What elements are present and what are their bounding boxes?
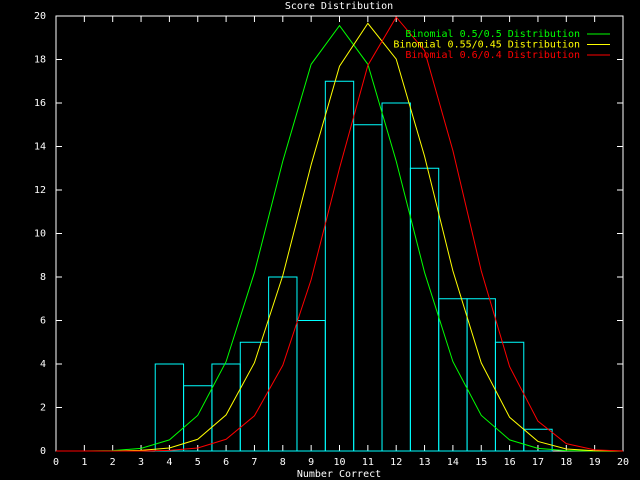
x-tick-label: 18 bbox=[560, 457, 572, 468]
y-tick-label: 16 bbox=[34, 98, 46, 109]
y-tick-label: 2 bbox=[40, 403, 46, 414]
x-axis-label: Number Correct bbox=[297, 469, 381, 480]
x-tick-label: 11 bbox=[362, 457, 374, 468]
histogram-bar bbox=[353, 124, 383, 452]
histogram-bar bbox=[438, 298, 468, 452]
x-tick-label: 0 bbox=[53, 457, 59, 468]
y-tick-label: 0 bbox=[40, 446, 46, 457]
x-tick-label: 2 bbox=[110, 457, 116, 468]
histogram-bar bbox=[494, 341, 525, 452]
y-tick-label: 14 bbox=[34, 142, 46, 153]
y-tick-label: 18 bbox=[34, 55, 46, 66]
x-tick-label: 4 bbox=[166, 457, 172, 468]
x-tick-label: 15 bbox=[475, 457, 487, 468]
x-tick-label: 6 bbox=[223, 457, 229, 468]
histogram-bar bbox=[324, 80, 355, 452]
chart-title: Score Distribution bbox=[285, 1, 393, 12]
x-tick-label: 3 bbox=[138, 457, 144, 468]
y-tick-label: 8 bbox=[40, 272, 46, 283]
histogram-bar bbox=[239, 341, 270, 452]
histogram-bar bbox=[409, 167, 440, 452]
y-tick-label: 10 bbox=[34, 229, 46, 240]
x-tick-label: 1 bbox=[81, 457, 87, 468]
legend-label: Binomial 0.5/0.5 Distribution bbox=[405, 29, 580, 40]
x-tick-label: 7 bbox=[251, 457, 257, 468]
x-tick-label: 5 bbox=[195, 457, 201, 468]
x-tick-label: 13 bbox=[419, 457, 431, 468]
histogram-bar bbox=[211, 363, 241, 452]
legend-label: Binomial 0.6/0.4 Distribution bbox=[405, 50, 580, 61]
histogram-bar bbox=[154, 363, 185, 452]
histogram-bar bbox=[466, 298, 496, 452]
histogram-bar bbox=[296, 320, 326, 452]
y-tick-label: 20 bbox=[34, 11, 46, 22]
x-tick-label: 20 bbox=[617, 457, 629, 468]
legend-label: Binomial 0.55/0.45 Distribution bbox=[393, 40, 580, 51]
series-line bbox=[56, 24, 623, 452]
x-tick-label: 10 bbox=[333, 457, 345, 468]
x-tick-label: 9 bbox=[308, 457, 314, 468]
x-tick-label: 8 bbox=[280, 457, 286, 468]
y-tick-label: 4 bbox=[40, 359, 46, 370]
x-tick-label: 12 bbox=[390, 457, 402, 468]
x-tick-label: 19 bbox=[589, 457, 601, 468]
series-line bbox=[56, 16, 624, 452]
y-tick-label: 12 bbox=[34, 185, 46, 196]
x-tick-label: 17 bbox=[532, 457, 544, 468]
x-tick-label: 14 bbox=[447, 457, 459, 468]
series-line bbox=[56, 22, 624, 452]
histogram-bar bbox=[381, 102, 411, 452]
x-tick-label: 16 bbox=[504, 457, 516, 468]
y-tick-label: 6 bbox=[40, 316, 46, 327]
histogram-bar bbox=[523, 428, 553, 452]
